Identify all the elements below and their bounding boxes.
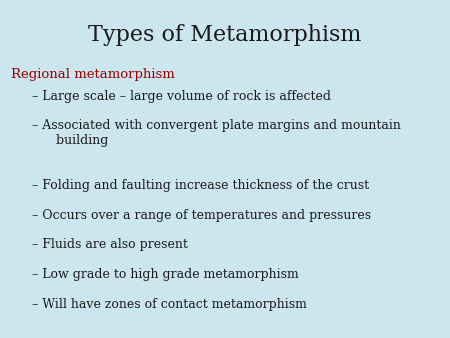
- Text: – Folding and faulting increase thickness of the crust: – Folding and faulting increase thicknes…: [32, 179, 369, 192]
- Text: – Associated with convergent plate margins and mountain
      building: – Associated with convergent plate margi…: [32, 119, 400, 147]
- Text: – Will have zones of contact metamorphism: – Will have zones of contact metamorphis…: [32, 298, 306, 311]
- Text: – Low grade to high grade metamorphism: – Low grade to high grade metamorphism: [32, 268, 298, 281]
- Text: – Fluids are also present: – Fluids are also present: [32, 238, 187, 251]
- Text: – Large scale – large volume of rock is affected: – Large scale – large volume of rock is …: [32, 90, 330, 102]
- Text: – Occurs over a range of temperatures and pressures: – Occurs over a range of temperatures an…: [32, 209, 371, 221]
- Text: Regional metamorphism: Regional metamorphism: [11, 68, 175, 80]
- Text: Types of Metamorphism: Types of Metamorphism: [88, 24, 362, 46]
